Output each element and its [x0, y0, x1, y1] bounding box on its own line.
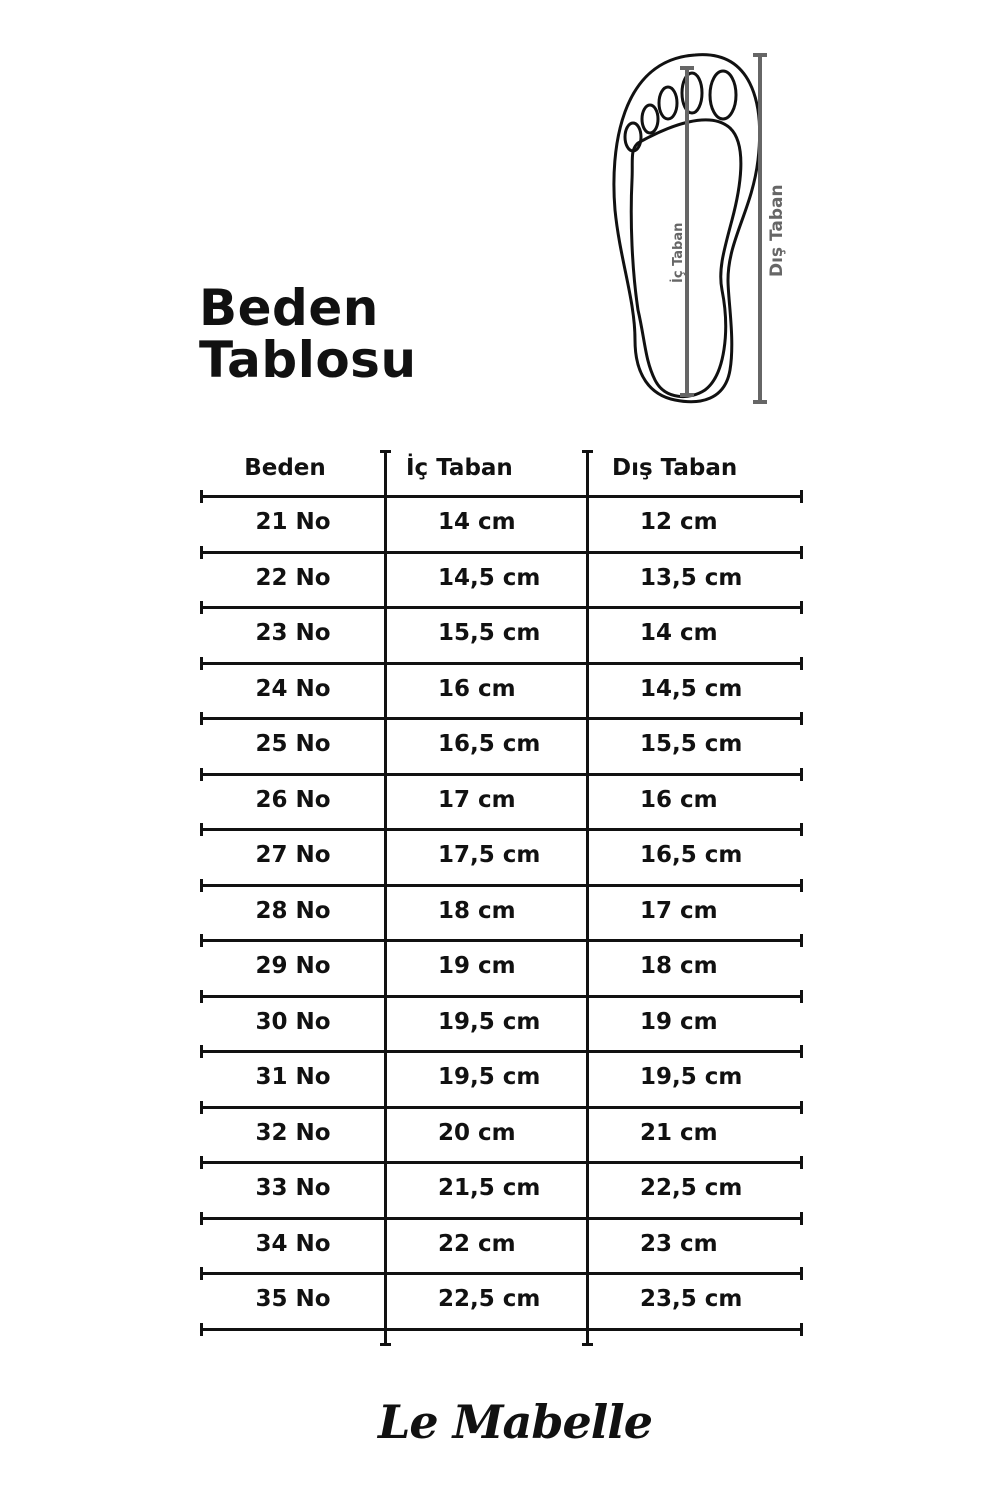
row-divider: [200, 490, 803, 503]
cell-size: 32 No: [255, 1119, 331, 1146]
cell-size: 25 No: [255, 731, 331, 757]
cell-inner-sole: 16 cm: [438, 675, 516, 702]
cell-size: 30 No: [255, 1008, 331, 1035]
page-title: Beden Tablosu: [199, 282, 417, 386]
cell-outer-sole: 23,5 cm: [640, 1286, 743, 1312]
cell-size: 26 No: [255, 786, 331, 813]
row-divider: [200, 878, 803, 892]
row-divider: [200, 1045, 803, 1058]
outer-sole-outline: [612, 53, 762, 404]
row-divider: [200, 656, 803, 670]
row-divider: [200, 1267, 803, 1280]
cell-outer-sole: 16,5 cm: [640, 842, 743, 868]
title-line-1: Beden: [199, 279, 379, 337]
inner-sole-measure: [680, 66, 694, 397]
cell-outer-sole: 13,5 cm: [640, 564, 743, 591]
cell-inner-sole: 19,5 cm: [438, 1008, 541, 1035]
toe-icon: [708, 69, 738, 121]
cell-size: 29 No: [255, 953, 331, 979]
title-line-2: Tablosu: [199, 331, 417, 389]
cell-outer-sole: 17 cm: [640, 897, 718, 924]
outer-sole-label: Dış Taban: [767, 184, 787, 277]
cell-size: 24 No: [255, 675, 331, 702]
inner-sole-label: İç Taban: [670, 223, 686, 283]
cell-inner-sole: 19 cm: [438, 953, 516, 979]
cell-outer-sole: 14,5 cm: [640, 675, 743, 702]
brand-logo: Le Mabelle: [378, 1395, 653, 1449]
cell-inner-sole: 21,5 cm: [438, 1175, 541, 1201]
outer-sole-measure: [753, 53, 767, 404]
toe-icon: [657, 85, 679, 121]
row-divider: [200, 545, 803, 559]
row-divider: [200, 989, 803, 1003]
cell-inner-sole: 15,5 cm: [438, 620, 541, 646]
cell-inner-sole: 19,5 cm: [438, 1064, 541, 1090]
row-divider: [200, 1100, 803, 1114]
cell-size: 35 No: [255, 1286, 331, 1312]
cell-outer-sole: 14 cm: [640, 620, 718, 646]
toe-icon: [623, 121, 643, 153]
cell-inner-sole: 17,5 cm: [438, 842, 541, 868]
column-divider: [380, 450, 391, 1346]
row-divider: [200, 601, 803, 614]
row-divider: [200, 1211, 803, 1225]
cell-inner-sole: 14,5 cm: [438, 564, 541, 591]
cell-outer-sole: 19 cm: [640, 1008, 718, 1035]
cell-inner-sole: 17 cm: [438, 786, 516, 813]
cell-inner-sole: 14 cm: [438, 509, 516, 535]
cell-outer-sole: 23 cm: [640, 1230, 718, 1257]
cell-outer-sole: 19,5 cm: [640, 1064, 743, 1090]
cell-inner-sole: 22,5 cm: [438, 1286, 541, 1312]
cell-size: 22 No: [255, 564, 331, 591]
header-outer-sole: Dış Taban: [612, 455, 738, 481]
row-divider: [200, 823, 803, 836]
inner-sole-outline: [629, 118, 743, 399]
cell-outer-sole: 22,5 cm: [640, 1175, 743, 1201]
row-divider: [200, 712, 803, 725]
toe-icon: [640, 103, 660, 135]
header-inner-sole: İç Taban: [406, 455, 513, 481]
toe-icon: [680, 71, 704, 115]
row-divider: [200, 1322, 803, 1336]
cell-outer-sole: 18 cm: [640, 953, 718, 979]
cell-size: 34 No: [255, 1230, 331, 1257]
cell-inner-sole: 16,5 cm: [438, 731, 541, 757]
cell-size: 23 No: [255, 620, 331, 646]
cell-outer-sole: 16 cm: [640, 786, 718, 813]
foot-diagram: İç Taban Dış Taban: [612, 53, 787, 404]
header-size: Beden: [244, 455, 326, 481]
row-divider: [200, 767, 803, 781]
cell-size: 33 No: [255, 1175, 331, 1201]
cell-inner-sole: 22 cm: [438, 1230, 516, 1257]
cell-outer-sole: 21 cm: [640, 1119, 718, 1146]
cell-outer-sole: 12 cm: [640, 509, 718, 535]
cell-size: 21 No: [255, 509, 331, 535]
row-divider: [200, 934, 803, 947]
cell-outer-sole: 15,5 cm: [640, 731, 743, 757]
cell-size: 31 No: [255, 1064, 331, 1090]
row-divider: [200, 1156, 803, 1169]
cell-inner-sole: 18 cm: [438, 897, 516, 924]
cell-size: 27 No: [255, 842, 331, 868]
cell-inner-sole: 20 cm: [438, 1119, 516, 1146]
column-divider: [582, 450, 593, 1346]
cell-size: 28 No: [255, 897, 331, 924]
